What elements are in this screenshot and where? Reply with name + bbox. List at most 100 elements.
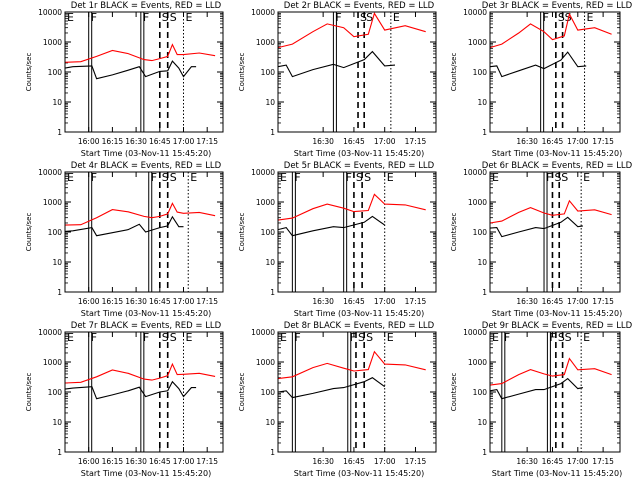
plot-frame [489, 331, 621, 453]
x-tick-label: 17:15 [405, 137, 427, 146]
x-tick-label: 16:15 [102, 137, 124, 146]
x-tick-label: 16:30 [312, 457, 334, 466]
panel-det-4: Det 4r BLACK = Events, RED = LLD Counts/s… [25, 161, 224, 318]
panel-det-1: Det 1r BLACK = Events, RED = LLD Counts/s… [25, 1, 224, 158]
marker-label: F [143, 331, 149, 344]
x-axis-label: Start Time (03-Nov-11 15:45:20) [492, 149, 622, 158]
panel-det-7: Det 7r BLACK = Events, RED = LLD Counts/s… [25, 321, 224, 478]
marker-label: S [162, 171, 169, 184]
y-tick-label: 1000 [468, 198, 487, 207]
x-tick-label: 16:30 [516, 137, 538, 146]
panel-title: Det 7r BLACK = Events, RED = LLD [71, 321, 222, 331]
marker-label: F [546, 171, 552, 184]
y-tick-label: 100 [48, 68, 63, 77]
y-tick-label: 1000 [468, 38, 487, 47]
y-tick-label: 10 [477, 258, 487, 267]
marker-label: S [170, 331, 177, 344]
panel-title: Det 3r BLACK = Events, RED = LLD [482, 1, 633, 11]
y-tick-label: 10000 [251, 8, 275, 17]
marker-label: F [143, 11, 149, 24]
y-tick-label: 10000 [463, 168, 487, 177]
x-tick-label: 16:45 [149, 457, 171, 466]
y-tick-label: 1 [270, 128, 275, 137]
y-tick-label: 100 [48, 228, 63, 237]
panel-title: Det 9r BLACK = Events, RED = LLD [482, 321, 633, 331]
lld-series-line [489, 12, 612, 49]
y-tick-label: 1000 [256, 358, 275, 367]
y-tick-label: 1000 [43, 38, 62, 47]
y-tick-label: 1 [270, 448, 275, 457]
y-tick-label: 1 [57, 288, 62, 297]
y-tick-label: 10 [52, 258, 62, 267]
x-tick-label: 16:45 [343, 137, 365, 146]
marker-label: E [186, 331, 193, 344]
x-tick-label: 16:15 [102, 457, 124, 466]
y-tick-label: 100 [473, 228, 488, 237]
y-axis-label: Counts/sec [25, 373, 33, 412]
events-series-line [489, 216, 583, 238]
lld-series-line [64, 362, 216, 384]
marker-label: S [162, 11, 169, 24]
x-tick-label: 17:00 [173, 457, 195, 466]
x-tick-label: 17:15 [405, 297, 427, 306]
marker-label: S [170, 171, 177, 184]
x-tick-label: 16:30 [312, 137, 334, 146]
events-series-line [277, 50, 396, 78]
x-axis-label: Start Time (03-Nov-11 15:45:20) [81, 309, 211, 318]
x-axis-label: Start Time (03-Nov-11 15:45:20) [294, 309, 424, 318]
marker-label: E [67, 331, 74, 344]
x-tick-label: 16:00 [78, 457, 100, 466]
x-tick-label: 16:45 [542, 137, 564, 146]
panel-title: Det 6r BLACK = Events, RED = LLD [482, 161, 633, 171]
marker-label: S [565, 331, 572, 344]
marker-label: S [356, 171, 363, 184]
x-tick-label: 17:00 [567, 457, 589, 466]
marker-label: S [358, 331, 365, 344]
x-tick-label: 17:15 [196, 137, 218, 146]
marker-label: E [67, 11, 74, 24]
plot-frame [489, 11, 621, 133]
panel-det-5: Det 5r BLACK = Events, RED = LLD Counts/s… [238, 161, 437, 318]
marker-label: S [558, 11, 565, 24]
lld-series-line [277, 350, 426, 380]
lld-series-line [64, 202, 216, 226]
marker-label: F [350, 331, 356, 344]
events-series-line [277, 215, 386, 237]
y-axis-label: Counts/sec [238, 373, 246, 412]
y-tick-label: 100 [261, 388, 276, 397]
marker-label: E [190, 171, 197, 184]
marker-label: F [346, 171, 352, 184]
events-series-line [489, 377, 584, 400]
marker-label: S [364, 171, 371, 184]
y-tick-label: 10 [265, 418, 275, 427]
y-axis-label: Counts/sec [450, 213, 458, 252]
y-tick-label: 10 [265, 258, 275, 267]
x-tick-label: 16:00 [78, 297, 100, 306]
y-axis-label: Counts/sec [450, 53, 458, 92]
x-tick-label: 16:30 [125, 137, 147, 146]
x-axis-label: Start Time (03-Nov-11 15:45:20) [294, 149, 424, 158]
lld-series-line [277, 12, 426, 49]
y-axis-label: Counts/sec [25, 53, 33, 92]
events-series-line [64, 215, 184, 237]
y-tick-label: 100 [473, 388, 488, 397]
marker-label: S [561, 171, 568, 184]
marker-label: E [492, 331, 499, 344]
x-tick-label: 17:15 [592, 297, 614, 306]
marker-label: E [583, 171, 590, 184]
x-tick-label: 17:15 [592, 137, 614, 146]
y-axis-label: Counts/sec [25, 213, 33, 252]
x-tick-label: 16:45 [343, 457, 365, 466]
x-tick-label: 16:45 [149, 137, 171, 146]
plot-frame [277, 331, 437, 453]
y-tick-label: 10 [477, 418, 487, 427]
plot-frame [277, 171, 437, 293]
x-tick-label: 16:30 [516, 457, 538, 466]
x-tick-label: 16:45 [542, 457, 564, 466]
y-axis-label: Counts/sec [238, 213, 246, 252]
x-tick-label: 16:45 [149, 297, 171, 306]
marker-label: E [67, 171, 74, 184]
marker-label: E [280, 171, 287, 184]
events-series-line [277, 377, 386, 399]
y-tick-label: 10000 [251, 168, 275, 177]
